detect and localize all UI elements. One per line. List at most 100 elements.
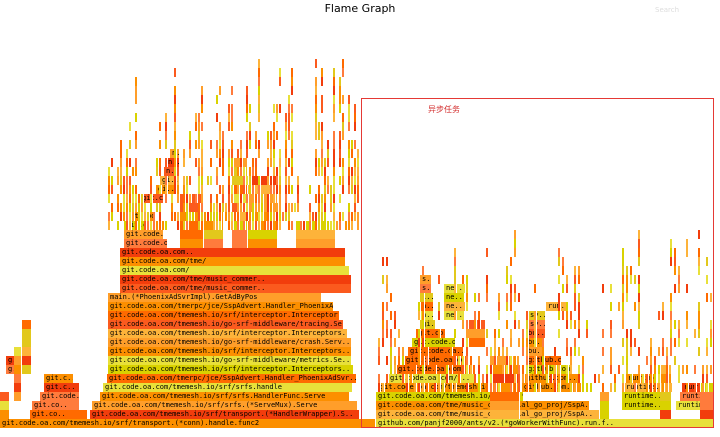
flame-frame[interactable] xyxy=(526,320,529,329)
flame-frame[interactable] xyxy=(390,356,393,365)
flame-frame[interactable] xyxy=(498,347,501,356)
flame-frame[interactable] xyxy=(698,383,701,392)
flame-frame[interactable] xyxy=(321,131,324,140)
flame-frame[interactable] xyxy=(486,347,489,356)
flame-frame[interactable] xyxy=(510,338,513,347)
flame-frame[interactable] xyxy=(252,158,255,167)
flame-frame[interactable] xyxy=(279,185,282,194)
flame-frame[interactable] xyxy=(258,86,261,95)
flame-frame[interactable] xyxy=(454,329,457,338)
flame-frame[interactable] xyxy=(201,176,204,185)
flame-frame[interactable] xyxy=(156,167,159,176)
flame-frame[interactable] xyxy=(159,221,162,230)
flame-frame[interactable] xyxy=(658,374,661,383)
flame-frame[interactable] xyxy=(240,149,243,158)
flame-frame[interactable] xyxy=(478,356,481,365)
flame-frame[interactable] xyxy=(228,149,231,158)
flame-frame[interactable] xyxy=(261,203,264,212)
flame-frame[interactable] xyxy=(342,131,345,140)
flame-frame[interactable] xyxy=(219,203,222,212)
flame-frame[interactable] xyxy=(498,311,501,320)
flame-frame[interactable] xyxy=(309,212,312,221)
flame-frame[interactable]: i.. xyxy=(420,293,434,302)
flame-frame[interactable] xyxy=(318,212,321,221)
flame-frame[interactable] xyxy=(574,338,577,347)
flame-frame[interactable] xyxy=(662,338,665,347)
flame-frame[interactable] xyxy=(426,347,429,356)
flame-frame[interactable] xyxy=(150,221,153,230)
flame-frame[interactable] xyxy=(174,86,177,95)
flame-frame[interactable]: github.com.. xyxy=(522,383,582,392)
flame-frame[interactable] xyxy=(558,383,561,392)
flame-frame[interactable]: git.code.oa.co.. xyxy=(124,230,164,239)
flame-frame[interactable] xyxy=(378,383,381,392)
flame-frame[interactable] xyxy=(554,365,557,374)
flame-frame[interactable] xyxy=(670,248,673,257)
flame-frame[interactable] xyxy=(522,347,525,356)
flame-frame[interactable] xyxy=(141,194,144,203)
flame-frame[interactable] xyxy=(255,140,258,149)
flame-frame[interactable] xyxy=(246,104,249,113)
flame-frame[interactable] xyxy=(270,158,273,167)
flame-frame[interactable] xyxy=(698,257,701,266)
flame-frame[interactable] xyxy=(165,122,168,131)
flame-frame[interactable] xyxy=(120,140,123,149)
flame-frame[interactable] xyxy=(345,221,348,230)
flame-frame[interactable] xyxy=(586,320,589,329)
flame-frame[interactable]: s.. xyxy=(420,275,432,284)
flame-frame[interactable] xyxy=(348,95,351,104)
flame-frame[interactable] xyxy=(357,149,360,158)
flame-frame[interactable] xyxy=(522,365,525,374)
flame-frame[interactable]: git.code.oa.com/tmemesh.io/srf/srfs.(*Se… xyxy=(92,401,358,410)
flame-frame[interactable] xyxy=(510,302,513,311)
flame-frame[interactable] xyxy=(327,221,330,230)
flame-frame[interactable] xyxy=(414,365,417,374)
flame-frame[interactable] xyxy=(422,329,425,338)
flame-frame[interactable] xyxy=(630,266,633,275)
flame-frame[interactable] xyxy=(386,257,389,266)
flame-frame[interactable]: git.code.oa.com/tmemesh.io/srf/intercept… xyxy=(108,365,354,374)
flame-frame[interactable]: sy.. xyxy=(528,311,546,320)
flame-frame[interactable] xyxy=(542,365,545,374)
flame-frame[interactable] xyxy=(670,383,673,392)
flame-frame[interactable] xyxy=(255,194,258,203)
flame-frame[interactable] xyxy=(351,167,354,176)
flame-frame[interactable] xyxy=(626,275,629,284)
flame-frame[interactable] xyxy=(602,365,605,374)
flame-frame[interactable] xyxy=(252,212,255,221)
flame-frame[interactable] xyxy=(291,140,294,149)
flame-frame[interactable] xyxy=(222,140,225,149)
flame-frame[interactable] xyxy=(570,365,573,374)
flame-frame[interactable] xyxy=(454,311,457,320)
flame-frame[interactable] xyxy=(210,158,213,167)
flame-frame[interactable] xyxy=(574,293,577,302)
flame-frame[interactable] xyxy=(258,194,261,203)
flame-frame[interactable] xyxy=(240,167,243,176)
flame-frame[interactable] xyxy=(183,221,186,230)
flame-frame[interactable] xyxy=(526,383,529,392)
flame-frame[interactable] xyxy=(486,284,489,293)
flame-frame[interactable] xyxy=(297,176,300,185)
flame-frame[interactable] xyxy=(333,113,336,122)
flame-frame[interactable] xyxy=(354,113,357,122)
flame-frame[interactable] xyxy=(554,383,557,392)
flame-frame[interactable] xyxy=(108,194,111,203)
flame-frame[interactable] xyxy=(267,167,270,176)
flame-frame[interactable] xyxy=(288,122,291,131)
flame-frame[interactable] xyxy=(120,167,123,176)
flame-frame[interactable] xyxy=(285,212,288,221)
flame-frame[interactable] xyxy=(670,311,673,320)
flame-frame[interactable] xyxy=(324,167,327,176)
flame-frame[interactable] xyxy=(297,185,300,194)
flame-frame[interactable] xyxy=(514,239,517,248)
flame-frame[interactable] xyxy=(117,203,120,212)
flame-frame[interactable] xyxy=(342,68,345,77)
flame-frame[interactable] xyxy=(201,140,204,149)
flame-frame[interactable] xyxy=(610,347,613,356)
flame-frame[interactable] xyxy=(216,221,219,230)
flame-frame[interactable] xyxy=(22,356,32,365)
flame-frame[interactable] xyxy=(554,374,557,383)
flame-frame[interactable] xyxy=(315,149,318,158)
flame-frame[interactable] xyxy=(434,383,437,392)
flame-frame[interactable] xyxy=(296,239,336,248)
